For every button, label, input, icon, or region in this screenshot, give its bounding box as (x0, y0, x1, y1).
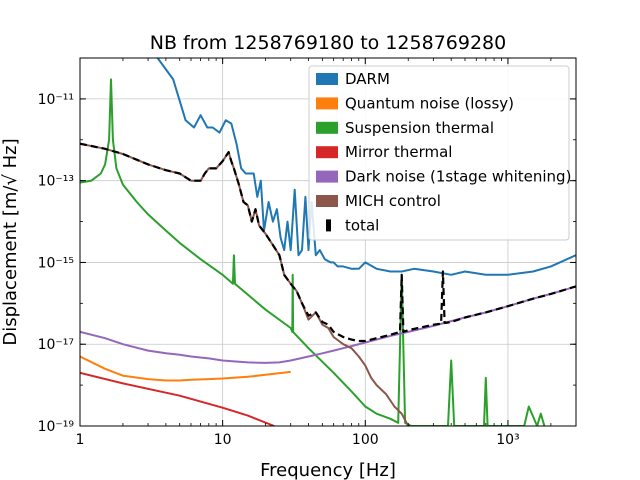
ticks: 1 10 100 10³ 10⁻¹⁹ 10⁻¹⁷ 10⁻¹⁵ 10⁻¹³ 10⁻¹¹ (38, 58, 577, 448)
x-tick-label: 1 (76, 432, 85, 448)
y-tick-label: 10⁻¹³ (38, 174, 74, 190)
legend-swatch-suspension-thermal (316, 121, 338, 134)
chart-title: NB from 1258769180 to 1258769280 (150, 32, 506, 54)
legend-label-mich-control: MICH control (345, 192, 441, 210)
y-tick-label: 10⁻¹⁹ (38, 419, 75, 435)
legend-swatch-darm (316, 73, 338, 85)
x-axis-label: Frequency [Hz] (260, 460, 396, 480)
series-line-dark-noise-1stage-whitening (80, 285, 576, 364)
legend-swatch-mich-control (316, 195, 338, 207)
legend-label-total: total (345, 216, 379, 234)
legend-swatch-mirror-thermal (316, 146, 338, 159)
x-tick-label: 10 (214, 432, 232, 448)
series-line-mirror-thermal (80, 371, 275, 426)
legend: DARM Quantum noise (lossy) Suspension ther… (308, 65, 571, 241)
legend-swatch-dark-noise-1stage-whitening (316, 170, 338, 183)
legend-label-dark-noise-1stage-whitening: Dark noise (1stage whitening) (345, 168, 571, 186)
legend-label-mirror-thermal: Mirror thermal (345, 143, 452, 161)
y-tick-label: 10⁻¹¹ (38, 92, 74, 108)
series-line-quantum-noise-lossy (80, 355, 291, 382)
legend-box (308, 65, 570, 241)
legend-label-suspension-thermal: Suspension thermal (345, 119, 494, 137)
series-line-suspension-thermal (80, 78, 546, 426)
x-tick-label: 10³ (496, 432, 519, 448)
legend-label-darm: DARM (345, 70, 390, 88)
y-tick-label: 10⁻¹⁵ (38, 255, 74, 271)
series-layer (80, 58, 576, 426)
x-tick-label: 100 (352, 432, 379, 448)
plot-frame (79, 57, 577, 427)
legend-swatch-quantum-noise-lossy (316, 97, 338, 110)
series-line-total (80, 142, 576, 343)
y-axis-label: Displacement [m/√ Hz] (0, 138, 21, 345)
series-line-darm (156, 58, 576, 276)
legend-swatch-total (326, 219, 331, 232)
legend-label-quantum-noise-lossy: Quantum noise (lossy) (345, 94, 514, 112)
y-tick-label: 10⁻¹⁷ (38, 337, 74, 353)
